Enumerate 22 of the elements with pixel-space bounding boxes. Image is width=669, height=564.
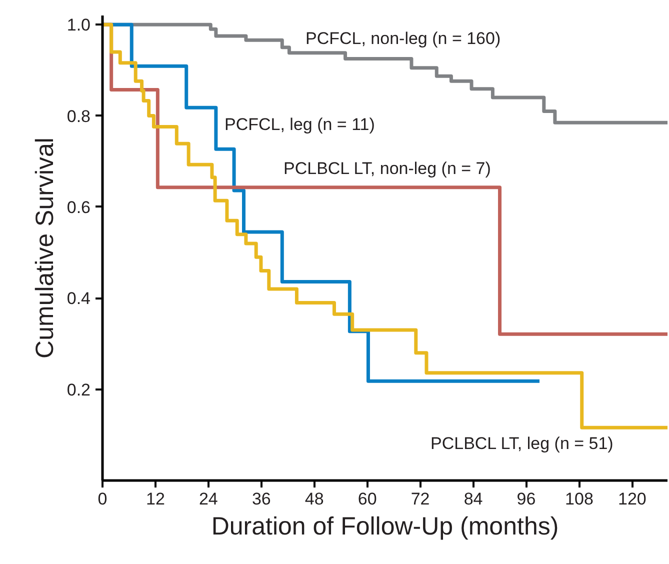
x-tick-label: 36 bbox=[252, 490, 271, 508]
x-tick-label: 84 bbox=[464, 490, 483, 508]
x-axis-title: Duration of Follow-Up (months) bbox=[211, 512, 559, 540]
y-tick-label: 1.0 bbox=[66, 16, 91, 35]
x-tick-label: 48 bbox=[304, 490, 324, 508]
y-tick-label: 0.6 bbox=[66, 198, 91, 217]
x-tick-label: 96 bbox=[516, 490, 536, 508]
series-label: PCFCL, non-leg (n = 160) bbox=[306, 29, 501, 48]
series-label: PCLBCL LT, non-leg (n = 7) bbox=[284, 159, 491, 178]
x-tick-label: 0 bbox=[98, 490, 108, 508]
x-tick-label: 72 bbox=[410, 490, 430, 508]
y-tick-label: 0.2 bbox=[66, 380, 91, 400]
x-tick-label: 12 bbox=[146, 490, 165, 508]
x-tick-label: 108 bbox=[565, 490, 594, 508]
series-label: PCFCL, leg (n = 11) bbox=[224, 115, 375, 134]
y-tick-label: 0.8 bbox=[66, 106, 91, 126]
y-tick-label: 0.4 bbox=[66, 289, 91, 308]
x-tick-label: 120 bbox=[618, 490, 646, 508]
x-tick-label: 24 bbox=[198, 490, 218, 508]
x-tick-label: 60 bbox=[358, 490, 377, 508]
series-label: PCLBCL LT, leg (n = 51) bbox=[430, 434, 614, 453]
y-axis-title: Cumulative Survival bbox=[30, 138, 59, 358]
